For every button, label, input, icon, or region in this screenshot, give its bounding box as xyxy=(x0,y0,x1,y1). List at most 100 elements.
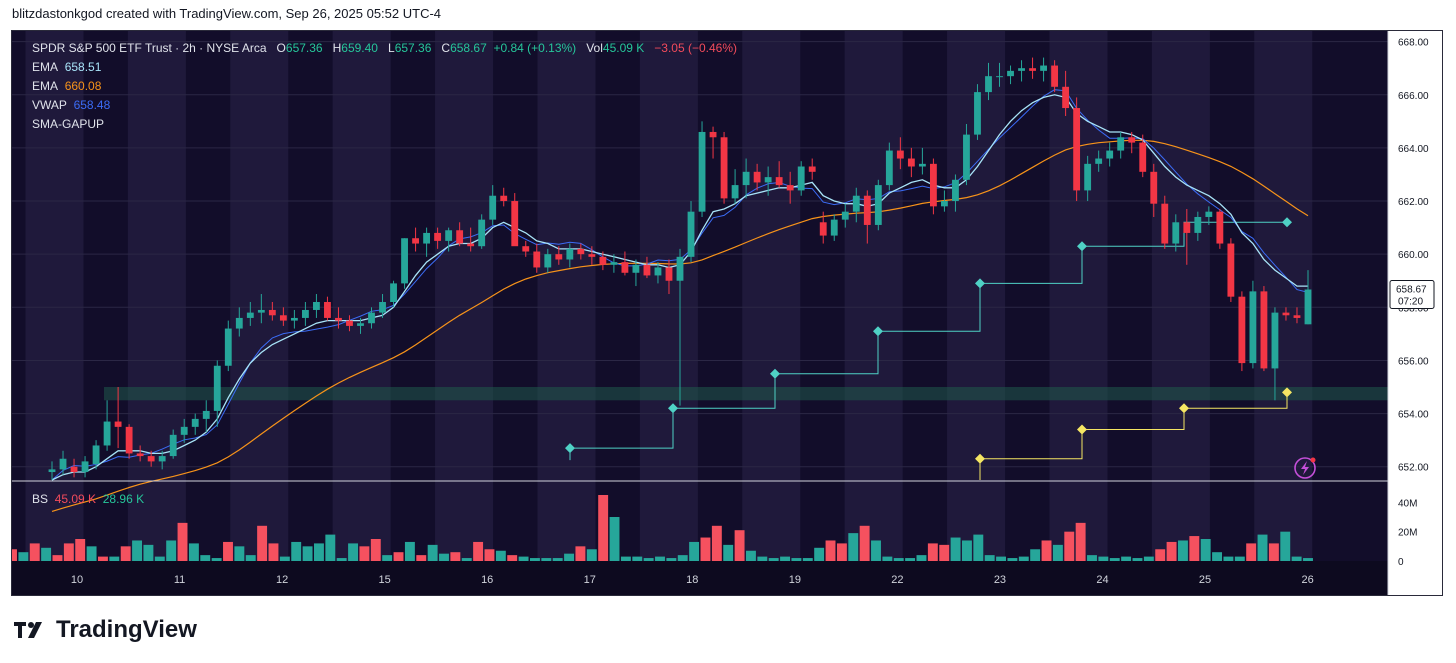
legend-high: 659.40 xyxy=(341,41,378,55)
candle-body xyxy=(698,131,706,212)
legend-ema1-label: EMA xyxy=(32,60,59,74)
volume-bar xyxy=(552,558,563,561)
candle-body xyxy=(81,461,89,473)
candle-body xyxy=(180,426,188,435)
candle-body xyxy=(753,171,761,183)
volume-bar xyxy=(1132,558,1143,561)
time-tick-label: 17 xyxy=(584,574,596,586)
volume-bar xyxy=(1041,540,1052,561)
volume-bar xyxy=(1303,558,1313,561)
time-tick-label: 16 xyxy=(481,574,493,586)
time-axis-bg xyxy=(12,561,1442,595)
candle-body xyxy=(665,267,673,281)
candle-body xyxy=(1260,291,1268,369)
volume-bar xyxy=(927,543,938,561)
volume-bar xyxy=(1280,531,1291,561)
candle-body xyxy=(610,262,618,265)
candle-body xyxy=(114,421,122,427)
candle-body xyxy=(445,230,453,241)
volume-bar xyxy=(245,555,256,561)
candle-body xyxy=(224,328,232,366)
volume-bar xyxy=(439,553,449,561)
candle-body xyxy=(1183,222,1191,233)
candle-body xyxy=(621,262,629,273)
volume-bar xyxy=(1223,556,1234,561)
candle-body xyxy=(59,458,67,470)
legend-open: 657.36 xyxy=(285,41,323,55)
volume-bar xyxy=(1075,522,1086,561)
legend-bs[interactable]: BS 45.09 K 28.96 K xyxy=(32,492,144,506)
candle-body xyxy=(301,309,309,318)
candle-body xyxy=(819,222,827,236)
candle-body xyxy=(974,92,981,135)
gapdown-marker xyxy=(1179,403,1189,414)
candle-body xyxy=(379,301,386,313)
volume-bar xyxy=(325,534,336,561)
candle-body xyxy=(368,312,375,324)
legend-c-label: C xyxy=(441,41,451,55)
candle-body xyxy=(1106,150,1114,159)
time-tick-label: 19 xyxy=(789,574,801,586)
volume-bar xyxy=(1109,558,1120,561)
sma-gapup-yellow-line xyxy=(979,392,1288,480)
candle-body xyxy=(147,456,155,462)
legend-vwap-value: 658.48 xyxy=(73,98,111,112)
candle-body xyxy=(1172,222,1180,244)
volume-bar xyxy=(711,525,722,561)
volume-bar xyxy=(507,555,518,561)
candle-body xyxy=(1304,289,1312,325)
time-tick-label: 22 xyxy=(891,574,903,586)
candle-body xyxy=(676,256,684,281)
time-tick-label: 11 xyxy=(174,574,185,586)
candle-body xyxy=(478,219,486,247)
candle-body xyxy=(324,301,331,318)
volume-bar xyxy=(984,555,995,561)
chart-canvas[interactable]: 10 11 12 15 16 17 18 19 22 23 24 25 26 668.00 666.00 66… xyxy=(12,31,1442,595)
volume-bar xyxy=(757,556,768,561)
gapup-marker xyxy=(770,368,780,379)
candle-body xyxy=(202,410,210,419)
candle-body xyxy=(885,150,893,186)
volume-bar xyxy=(63,543,74,561)
price-tick-label: 664.00 xyxy=(1398,144,1429,155)
session-band xyxy=(844,31,903,561)
volume-bar xyxy=(745,550,756,561)
candle-body xyxy=(896,150,904,159)
volume-bar xyxy=(393,552,404,561)
candle-body xyxy=(963,134,970,180)
candle-body xyxy=(169,434,177,457)
tradingview-logo: TradingView xyxy=(14,616,197,644)
volume-bar xyxy=(370,539,381,561)
volume-bar xyxy=(1143,556,1154,561)
candle-body xyxy=(268,309,276,316)
candle-body xyxy=(555,254,563,260)
candle-body xyxy=(103,421,111,446)
session-band xyxy=(537,31,596,561)
legend-vwap[interactable]: VWAP 658.48 xyxy=(32,98,110,112)
candle-body xyxy=(500,195,508,202)
volume-bar xyxy=(939,544,950,561)
chart-frame[interactable]: 10 11 12 15 16 17 18 19 22 23 24 25 26 668.00 666.00 66… xyxy=(11,30,1443,596)
legend-sma-label: SMA-GAPUP xyxy=(32,117,105,131)
candle-body xyxy=(70,466,78,473)
volume-bar xyxy=(1200,539,1211,561)
volume-bar xyxy=(279,556,290,561)
volume-bar xyxy=(41,547,52,561)
volume-bar xyxy=(802,558,813,561)
candle-body xyxy=(599,256,607,265)
legend-ema2[interactable]: EMA 660.08 xyxy=(32,79,101,93)
gapup-marker xyxy=(668,403,678,414)
volume-bar xyxy=(643,558,654,561)
volume-bar xyxy=(1064,531,1075,561)
legend-low: 657.36 xyxy=(394,41,432,55)
volume-bar xyxy=(211,558,222,561)
legend-ema1[interactable]: EMA 658.51 xyxy=(32,60,101,74)
legend-sma-gapup[interactable]: SMA-GAPUP xyxy=(32,117,104,131)
volume-bar xyxy=(1030,549,1041,561)
candle-body xyxy=(797,166,805,191)
candle-body xyxy=(709,131,717,138)
price-tick-label: 666.00 xyxy=(1398,91,1429,102)
gapdown-marker xyxy=(1077,424,1087,435)
volume-bar xyxy=(950,537,961,561)
volume-bar xyxy=(1177,540,1188,561)
